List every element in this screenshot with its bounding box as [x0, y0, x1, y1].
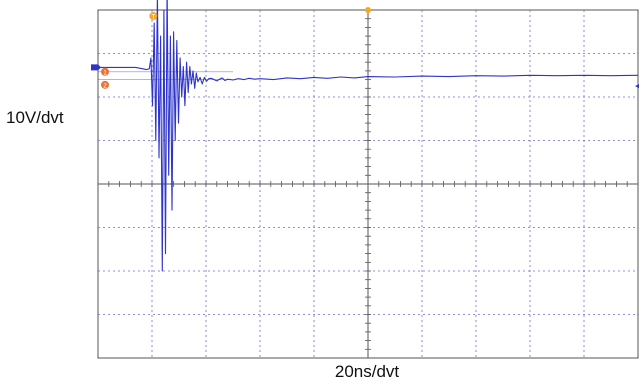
cursor-marker-1-label: 1 — [103, 70, 107, 76]
y-axis-label: 10V/dvt — [6, 108, 64, 127]
signal-trace — [98, 0, 639, 272]
x-axis-label: 20ns/dvt — [334, 362, 400, 381]
trigger-marker — [149, 12, 158, 20]
cursor-marker-1 — [101, 67, 109, 76]
cursor-marker-2 — [101, 80, 109, 89]
channel-level-marker — [91, 64, 101, 71]
trigger-marker-label: T — [151, 14, 156, 21]
trigger-position-marker — [365, 7, 371, 13]
trace-offscreen-marker — [635, 84, 639, 89]
cursor-marker-2-label: 2 — [103, 83, 107, 89]
